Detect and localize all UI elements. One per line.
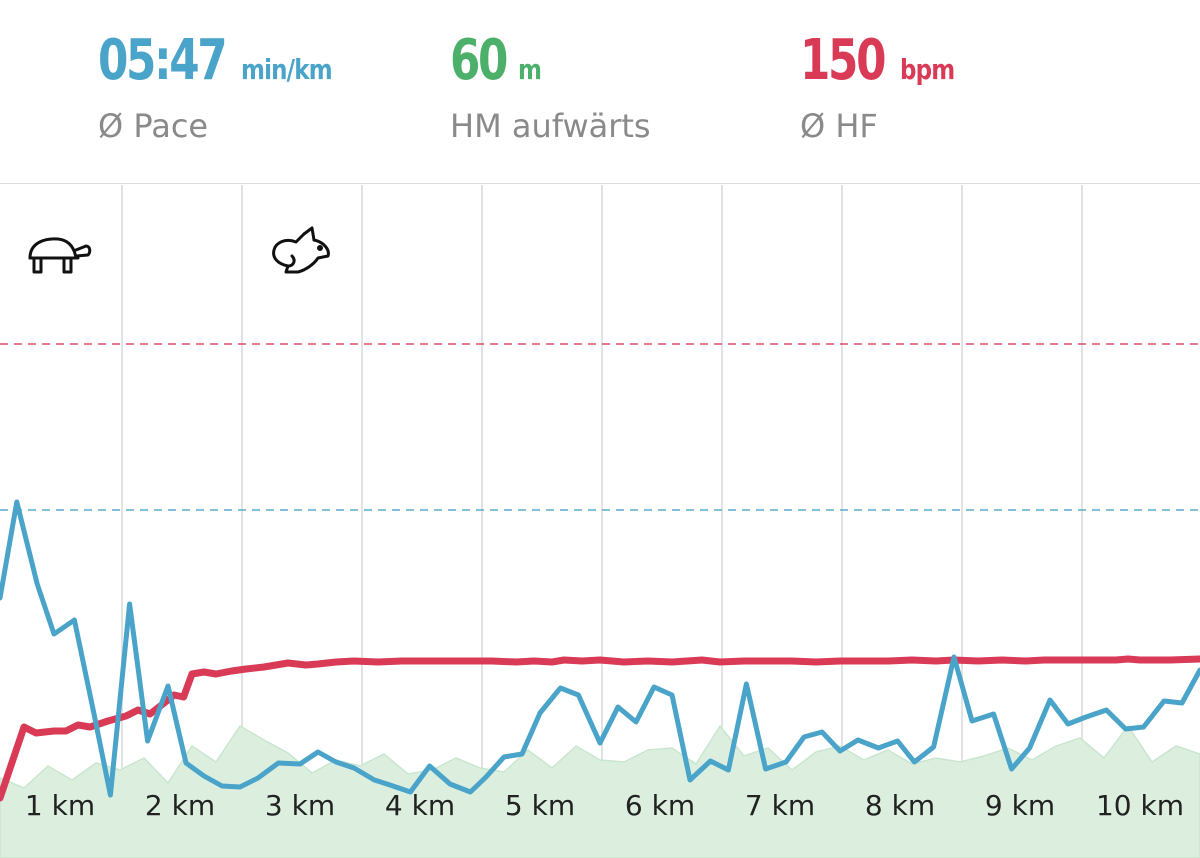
- x-axis-ticks: 1 km 2 km 3 km 4 km 5 km 6 km 7 km 8 km 9 km 10 k…: [25, 789, 1184, 822]
- x-tick-label: 3 km: [265, 789, 335, 822]
- elevation-area: [0, 724, 1200, 858]
- grid: [121, 185, 1083, 858]
- series-lines: [0, 499, 1200, 802]
- pace-label: Ø Pace: [98, 107, 209, 145]
- x-tick-label: 7 km: [745, 789, 815, 822]
- pace-unit: min/km: [241, 53, 333, 86]
- heart-rate-stat: 150 bpm Ø HF: [800, 28, 966, 145]
- pace-icons: [28, 226, 330, 274]
- elevation-value: 60: [450, 28, 508, 93]
- x-tick-label: 9 km: [985, 789, 1055, 822]
- pace-line: [0, 499, 1200, 798]
- elevation-stat: 60 m HM aufwärts: [450, 28, 651, 145]
- x-tick-label: 2 km: [145, 789, 215, 822]
- elevation-area: [0, 724, 1200, 858]
- x-tick-label: 1 km: [25, 789, 95, 822]
- heart-rate-label: Ø HF: [800, 107, 878, 145]
- pace-stat: 05:47 min/km Ø Pace: [98, 28, 352, 145]
- elevation-label: HM aufwärts: [450, 107, 651, 145]
- heart-rate-value: 150: [800, 28, 887, 93]
- x-tick-label: 5 km: [505, 789, 575, 822]
- rabbit-icon: [272, 226, 330, 274]
- pace-value: 05:47: [98, 28, 228, 93]
- stats-header: 05:47 min/km Ø Pace 60 m HM aufwärts 150…: [0, 0, 1200, 184]
- x-tick-label: 8 km: [865, 789, 935, 822]
- x-tick-label: 6 km: [625, 789, 695, 822]
- average-lines: [0, 343, 1200, 511]
- activity-chart[interactable]: 1 km 2 km 3 km 4 km 5 km 6 km 7 km 8 km 9 km 10 k…: [0, 184, 1200, 858]
- x-tick-label: 4 km: [385, 789, 455, 822]
- elevation-unit: m: [517, 53, 542, 86]
- turtle-icon: [28, 237, 92, 274]
- x-tick-label: 10 km: [1096, 789, 1184, 822]
- chart-svg: 1 km 2 km 3 km 4 km 5 km 6 km 7 km 8 km 9 km 10 k…: [0, 185, 1200, 858]
- heart-rate-unit: bpm: [899, 53, 955, 86]
